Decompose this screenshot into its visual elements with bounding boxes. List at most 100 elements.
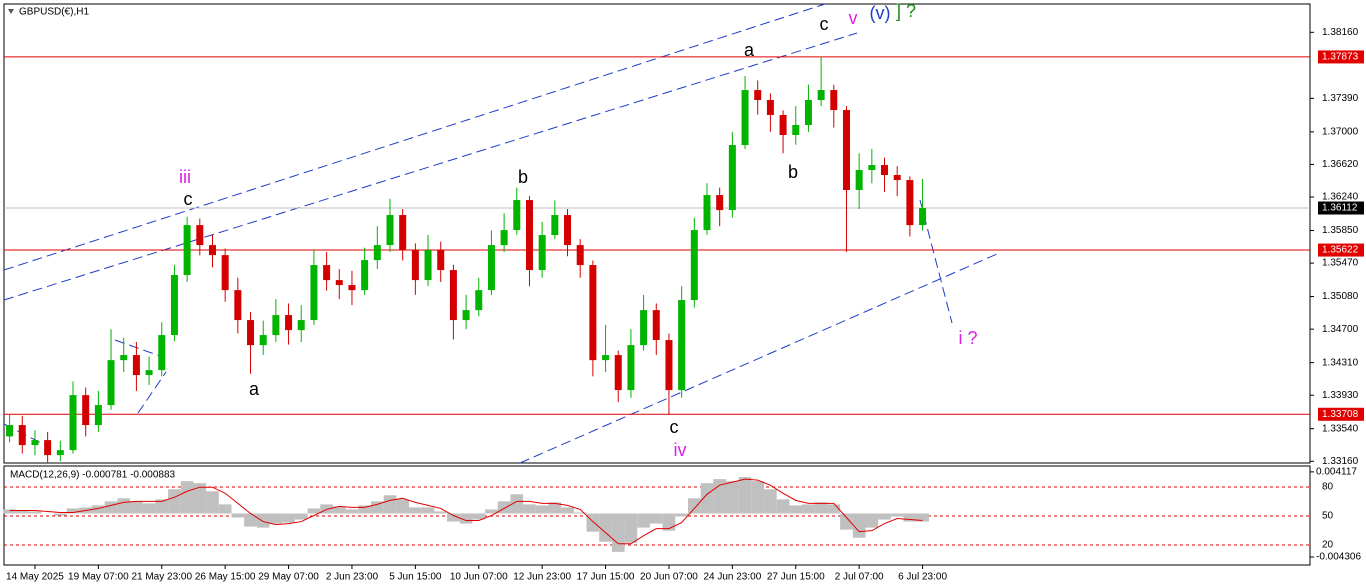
macd-bar (168, 489, 181, 514)
candle-body (297, 320, 305, 331)
macd-bar (370, 501, 384, 514)
macd-bar (294, 513, 308, 520)
macd-bar (561, 507, 574, 514)
y-tick-label: 1.38160 (1322, 27, 1359, 38)
macd-bar (573, 512, 587, 514)
trend-line (137, 371, 167, 414)
macd-bar (130, 501, 143, 514)
candle-body (94, 405, 102, 426)
macd-bar (548, 502, 562, 514)
x-tick-label: 24 Jun 23:00 (703, 572, 761, 583)
price-panel (3, 3, 1311, 464)
macd-bar (180, 481, 194, 514)
wave-label: i ? (958, 328, 977, 348)
candle-body (335, 280, 343, 286)
candle-body (500, 230, 508, 246)
chart-title: GBPUSD(€),H1 (19, 7, 89, 18)
wave-label: v (849, 8, 858, 28)
macd-bar (345, 509, 359, 514)
macd-bar (687, 498, 701, 514)
y-tick-label: 0.004117 (1316, 467, 1357, 478)
macd-bar (497, 501, 511, 514)
macd-bar (117, 498, 131, 514)
candle-body (551, 215, 559, 236)
candle-body (18, 425, 26, 446)
macd-bar (916, 513, 929, 522)
x-tick-label: 26 May 15:00 (195, 572, 256, 583)
candle-body (703, 195, 711, 231)
candle-body (31, 440, 39, 446)
macd-bar (409, 507, 422, 514)
x-tick-label: 21 May 23:00 (131, 572, 192, 583)
candle-body (272, 315, 280, 336)
y-tick-label: 1.36620 (1322, 159, 1359, 170)
macd-bar (611, 513, 625, 552)
candle-body (513, 200, 521, 231)
x-tick-label: 10 Jun 07:00 (450, 572, 508, 583)
y-tick-label: 1.34700 (1322, 324, 1359, 335)
candle-body (919, 208, 927, 226)
macd-bar (256, 513, 270, 528)
candle-body (690, 230, 698, 301)
candle-body (399, 215, 407, 251)
macd-bar (3, 509, 16, 514)
macd-bar (104, 501, 118, 514)
macd-bar (738, 477, 752, 514)
level-label: 50 (1322, 511, 1334, 522)
candle-body (842, 110, 850, 191)
macd-bar (802, 504, 815, 514)
macd-bar (15, 510, 29, 514)
candle-body (196, 225, 204, 246)
wave-label: a (249, 379, 260, 399)
current-price-box (1318, 201, 1364, 215)
macd-bar (865, 513, 879, 528)
candle-body (132, 355, 140, 376)
candle-body (487, 245, 495, 291)
trend-line (114, 339, 161, 357)
signal-line (9, 478, 923, 545)
x-tick-label: 14 May 2025 (6, 572, 64, 583)
macd-bar (92, 505, 105, 514)
level-label: 1.35622 (1322, 245, 1359, 256)
macd-bar (840, 513, 853, 530)
candle-body (462, 310, 470, 321)
macd-bar (358, 505, 371, 514)
macd-bar (269, 513, 283, 524)
candle-body (652, 310, 660, 341)
macd-bar (852, 513, 866, 538)
trend-line (3, 3, 826, 271)
macd-bar (726, 481, 739, 514)
x-tick-label: 19 May 07:00 (68, 572, 129, 583)
x-tick-label: 29 May 07:00 (258, 572, 319, 583)
candle-body (817, 90, 825, 101)
macd-bar (751, 481, 765, 514)
level-label: 20 (1322, 540, 1334, 551)
candle-body (906, 180, 914, 226)
macd-bar (231, 513, 245, 518)
macd-bar (903, 513, 917, 522)
candle-body (361, 260, 369, 291)
candle-body (247, 320, 255, 346)
wave-label: a (744, 40, 755, 60)
wave-label: c (820, 14, 829, 34)
candle-body (830, 90, 838, 111)
candle-body (475, 290, 483, 311)
macd-bar (776, 499, 790, 514)
wave-label: b (788, 162, 798, 182)
level-box (1318, 243, 1364, 257)
candle-body (323, 265, 331, 281)
candle-body (158, 335, 166, 371)
macd-bar (383, 495, 397, 514)
candle-body (665, 340, 673, 391)
candle-body (120, 355, 128, 361)
y-tick-label: -0.004306 (1316, 552, 1361, 563)
y-tick-label: 1.35080 (1322, 291, 1359, 302)
wave-label: iii (179, 167, 191, 187)
macd-bar (637, 513, 650, 528)
candle-body (6, 425, 14, 437)
trend-line (519, 253, 998, 464)
x-tick-label: 17 Jun 15:00 (577, 572, 635, 583)
x-tick-label: 2 Jul 07:00 (835, 572, 884, 583)
macd-bar (421, 507, 435, 514)
